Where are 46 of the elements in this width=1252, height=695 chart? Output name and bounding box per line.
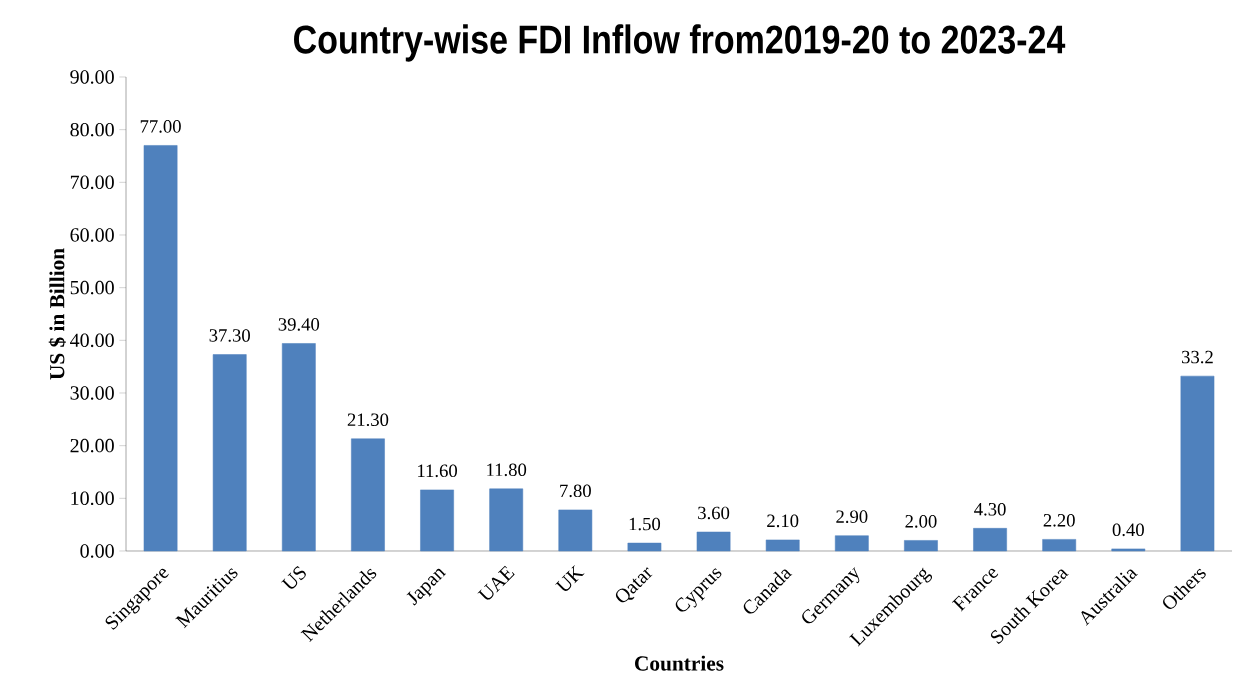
y-tick-label: 90.00 [70,70,114,84]
y-tick-label: 80.00 [70,122,114,137]
data-label: 4.30 [974,502,1006,516]
y-tick-label: 20.00 [70,438,114,453]
bar [143,145,178,552]
x-axis-title: Countries [635,655,724,671]
bar [558,509,593,552]
bar [1111,548,1146,552]
bar [973,528,1007,552]
bar [627,542,662,552]
y-tick-label: 50.00 [70,280,114,295]
data-label: 0.40 [1112,523,1144,537]
bar [834,535,869,552]
y-tick-label: 70.00 [70,175,114,190]
bar [420,489,454,552]
bar [1180,375,1215,552]
data-label: 21.30 [347,413,389,427]
data-label: 2.10 [767,514,799,528]
chart-title: Country-wise FDI Inflow from2019-20 to 2023-24 [294,24,1066,62]
data-label: 37.30 [209,329,250,342]
bar [696,531,731,552]
y-tick-label: 40.00 [70,333,114,348]
bar [281,343,316,552]
bar [765,539,800,552]
bar [1042,539,1077,552]
data-label: 2.90 [836,510,868,524]
bar [904,540,938,552]
data-label: 11.60 [418,464,458,478]
y-tick-label: 0.00 [80,544,114,558]
bar [489,488,524,552]
bar [212,354,247,552]
data-label: 1.50 [629,517,661,531]
x-tick-label: UK [555,565,585,591]
data-label: 11.80 [487,463,527,477]
y-tick-label: 60.00 [70,228,114,242]
data-label: 2.00 [905,515,937,528]
y-tick-label: 30.00 [70,386,114,400]
data-label: 39.40 [278,318,320,331]
bar [351,438,385,552]
data-label: 3.60 [698,506,730,520]
y-axis-title: US $ in Billion [48,248,66,380]
data-label: 2.20 [1043,514,1075,527]
data-label: 7.80 [560,484,591,498]
y-tick-label: 10.00 [71,491,114,506]
data-label: 77.00 [140,120,181,133]
data-label: 33.2 [1182,350,1213,364]
